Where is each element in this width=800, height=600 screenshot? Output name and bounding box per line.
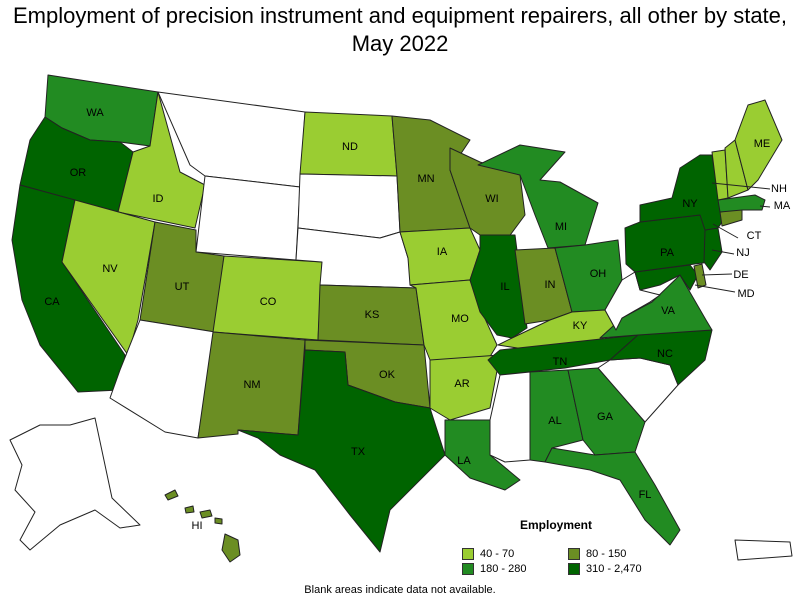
state-HI-islands (164, 489, 241, 563)
state-FL (544, 447, 681, 546)
state-AR (429, 354, 501, 421)
state-ME (734, 99, 783, 191)
label-leader-line (694, 284, 736, 293)
state-label-OK: OK (379, 369, 396, 381)
state-NJ (703, 227, 723, 271)
state-label-FL: FL (639, 489, 652, 501)
state-MI (477, 144, 599, 249)
state-label-IA: IA (437, 246, 448, 258)
state-label-UT: UT (175, 281, 190, 293)
state-label-AR: AR (454, 378, 469, 390)
legend-label: 80 - 150 (586, 548, 627, 560)
label-leader-line (759, 205, 771, 208)
blank-areas-note: Blank areas indicate data not available. (304, 584, 496, 596)
state-label-KS: KS (365, 309, 380, 321)
state-PA (624, 214, 716, 273)
legend-swatch (462, 548, 474, 560)
state-label-MN: MN (417, 173, 434, 185)
label-leader-line (711, 182, 771, 190)
state-DE (693, 263, 707, 289)
state-label-WA: WA (86, 107, 104, 119)
state-label-TN: TN (553, 356, 568, 368)
state-label-CA: CA (44, 296, 60, 308)
legend-label: 40 - 70 (480, 548, 515, 560)
state-label-NV: NV (102, 263, 118, 275)
state-label-PA: PA (660, 247, 675, 259)
legend-swatch (568, 563, 580, 575)
state-label-AL: AL (548, 415, 561, 427)
state-label-OH: OH (590, 268, 607, 280)
legend-item-180-280: 180 - 280 (462, 563, 568, 575)
label-leader-line (712, 223, 739, 239)
state-label-DE: DE (733, 269, 748, 281)
state-label-LA: LA (457, 455, 471, 467)
state-PR (734, 539, 793, 561)
legend-label: 180 - 280 (480, 563, 527, 575)
state-label-CO: CO (260, 296, 277, 308)
label-leader-line (701, 273, 733, 276)
legend-item-310-2470: 310 - 2,470 (568, 563, 668, 575)
state-AK (9, 417, 141, 551)
state-label-GA: GA (597, 411, 614, 423)
state-label-IN: IN (545, 279, 556, 291)
legend-item-40-70: 40 - 70 (462, 548, 568, 560)
legend-item-80-150: 80 - 150 (568, 548, 668, 560)
state-WY (195, 175, 301, 261)
state-label-ME: ME (754, 138, 771, 150)
state-label-IL: IL (500, 281, 509, 293)
state-label-MO: MO (451, 313, 469, 325)
state-TX (237, 349, 446, 553)
state-label-MD: MD (737, 288, 754, 300)
state-ID (117, 91, 206, 229)
label-leader-line (711, 249, 735, 255)
legend-title: Employment (520, 518, 593, 532)
map-legend: Employment 40 - 70 80 - 150 180 - 280 31… (462, 518, 662, 575)
state-label-NH: NH (771, 183, 787, 195)
state-MD (634, 264, 699, 291)
state-label-MI: MI (555, 221, 567, 233)
state-label-NM: NM (243, 379, 260, 391)
legend-swatch (568, 548, 580, 560)
state-label-NC: NC (657, 348, 673, 360)
state-label-ND: ND (342, 141, 358, 153)
state-label-NJ: NJ (736, 247, 749, 259)
state-MA (717, 194, 766, 213)
legend-label: 310 - 2,470 (586, 563, 642, 575)
state-label-HI: HI (192, 520, 203, 532)
state-MS (489, 371, 531, 463)
state-label-TX: TX (351, 446, 366, 458)
state-label-VA: VA (661, 305, 676, 317)
state-label-MA: MA (774, 200, 791, 212)
map-title: Employment of precision instrument and e… (12, 3, 788, 56)
state-label-WI: WI (485, 193, 498, 205)
state-SD (297, 173, 401, 239)
state-label-CT: CT (747, 230, 762, 242)
state-WV (604, 271, 661, 331)
state-label-ID: ID (153, 193, 164, 205)
legend-swatch (462, 563, 474, 575)
state-label-NY: NY (682, 198, 698, 210)
state-label-KY: KY (573, 320, 588, 332)
state-label-OR: OR (70, 167, 87, 179)
